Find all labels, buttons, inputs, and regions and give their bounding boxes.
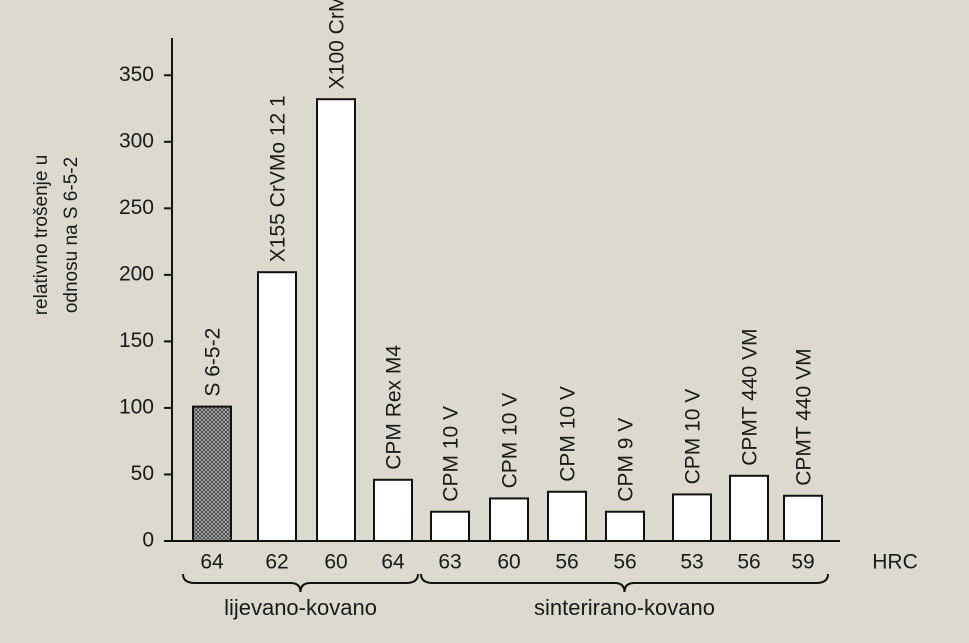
bar <box>193 407 231 541</box>
hrc-value: 63 <box>438 551 461 574</box>
y-tick-label: 0 <box>142 529 154 552</box>
hrc-label: HRC <box>872 551 918 574</box>
y-tick-label: 100 <box>119 395 154 418</box>
bar-label: CPM 10 V <box>682 389 705 485</box>
bar <box>258 272 296 541</box>
group-label: sinterirano-kovano <box>534 595 715 620</box>
hrc-value: 64 <box>381 551 405 574</box>
y-tick-label: 200 <box>119 262 154 285</box>
bar-label: CPM 10 V <box>440 406 463 502</box>
y-tick-label: 350 <box>119 63 154 86</box>
hrc-value: 56 <box>613 551 636 574</box>
hrc-value: 59 <box>791 551 814 574</box>
y-axis-label: odnosu na S 6-5-2 <box>61 157 82 313</box>
bar <box>431 512 469 541</box>
bar-label: CPM 9 V <box>615 418 638 502</box>
bar <box>374 480 412 541</box>
bar <box>606 512 644 541</box>
y-tick-label: 300 <box>119 129 154 152</box>
bar-label: CPM Rex M4 <box>383 345 406 470</box>
group-label: lijevano-kovano <box>224 595 377 620</box>
y-axis-label: relativno trošenje u <box>31 155 52 316</box>
bar-label: S 6-5-2 <box>202 328 225 397</box>
y-tick-label: 150 <box>119 329 154 352</box>
chart: 0 50 100 150 200 250 300 350 relativno trošenje … <box>0 0 969 643</box>
y-tick-label: 50 <box>131 462 154 485</box>
bar-label: CPMT 440 VM <box>793 348 816 485</box>
bar-label: CPMT 440 VM <box>739 328 762 465</box>
y-tick-label: 250 <box>119 196 154 219</box>
hrc-value: 53 <box>680 551 703 574</box>
bar-label: X155 CrVMo 12 1 <box>267 95 290 262</box>
hrc-value: 56 <box>555 551 578 574</box>
bar <box>673 494 711 541</box>
page: 0 50 100 150 200 250 300 350 relativno trošenje … <box>0 0 969 643</box>
bar <box>548 492 586 541</box>
hrc-value: 60 <box>324 551 347 574</box>
bar <box>490 498 528 541</box>
bar-label: CPM 10 V <box>499 393 522 489</box>
bar <box>730 476 768 541</box>
bar-label: CPM 10 V <box>557 386 580 482</box>
bar-label: X100 CrMoV 5 1 <box>326 0 349 89</box>
hrc-value: 62 <box>265 551 288 574</box>
hrc-value: 60 <box>497 551 520 574</box>
hrc-value: 64 <box>200 551 224 574</box>
bar <box>317 99 355 541</box>
hrc-value: 56 <box>737 551 760 574</box>
bar <box>784 496 822 541</box>
